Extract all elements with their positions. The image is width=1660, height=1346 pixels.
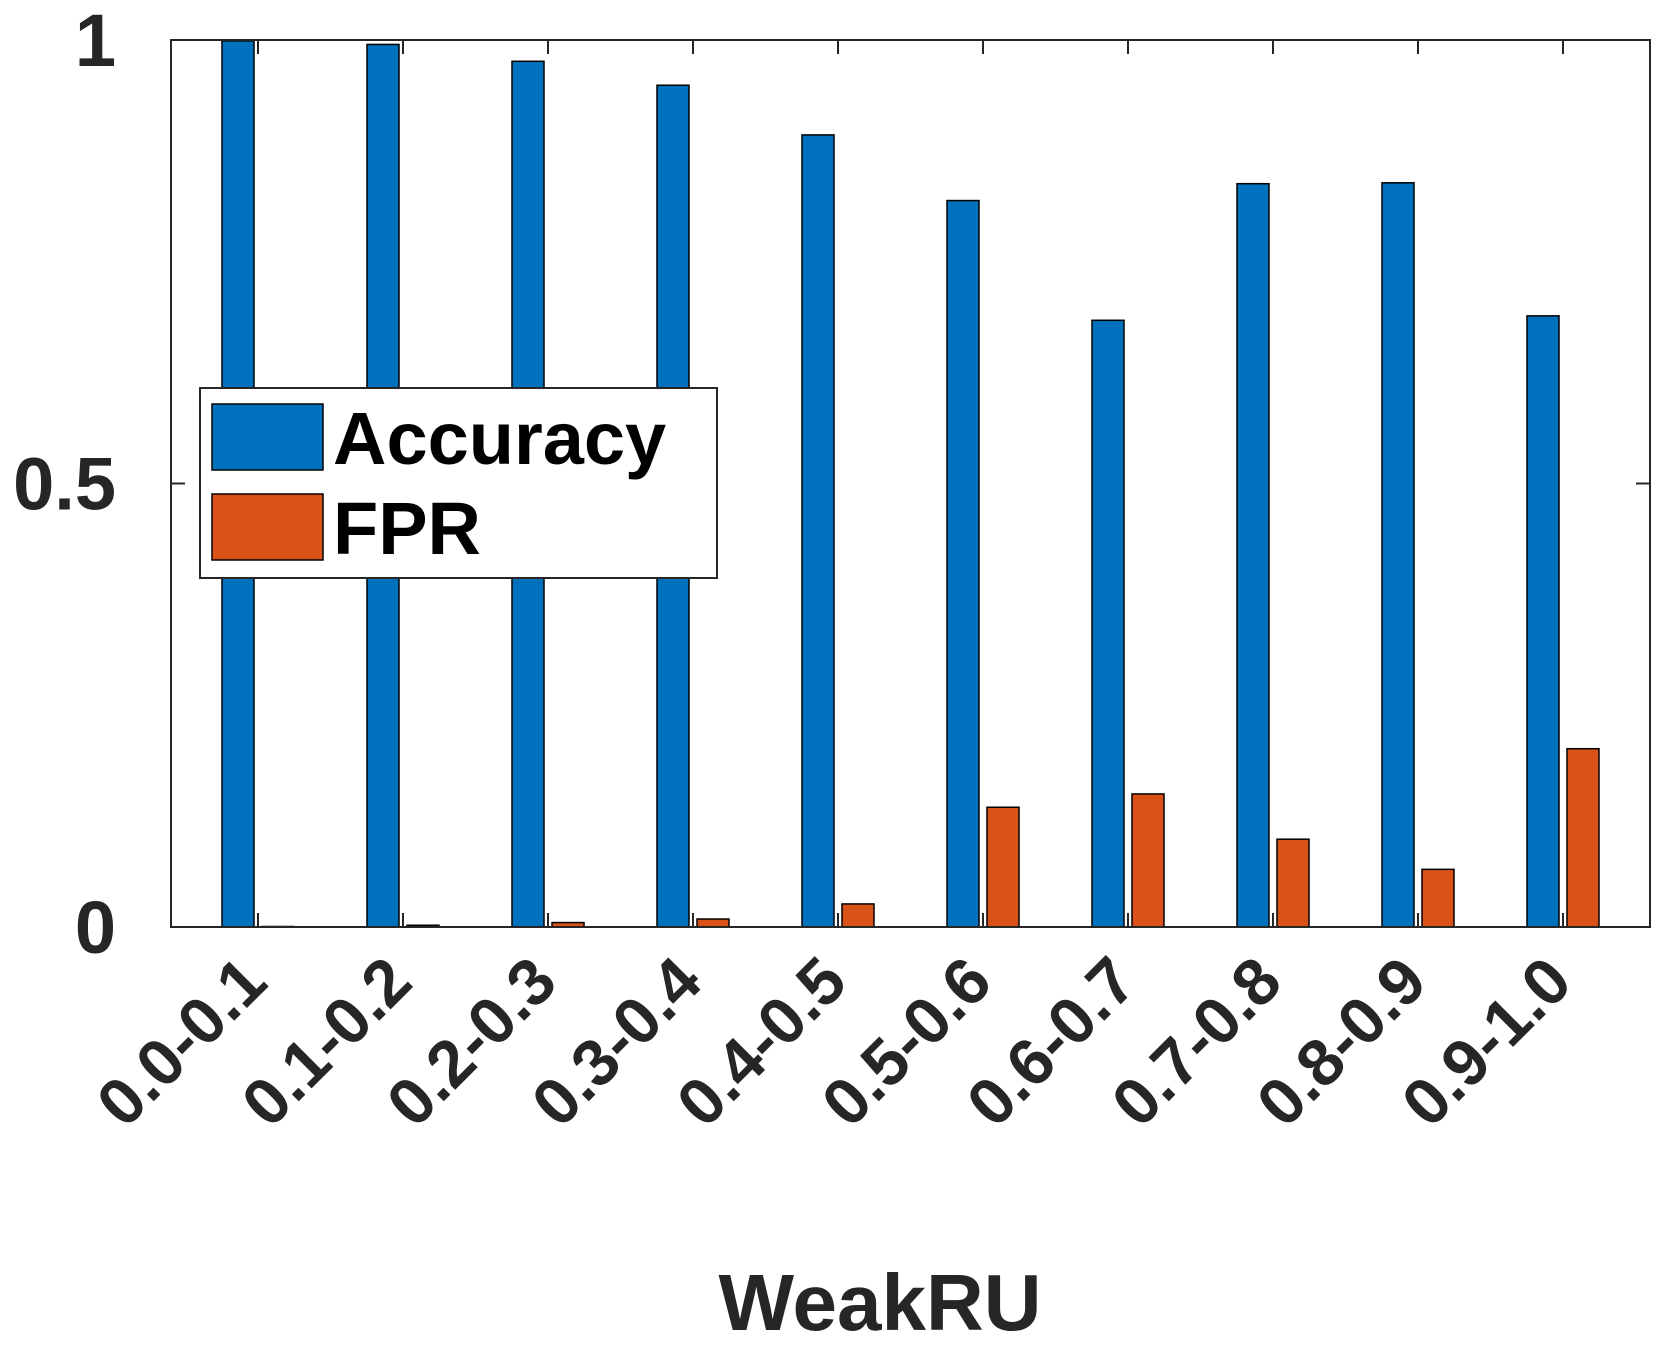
bar-accuracy-0.5-0.6 bbox=[946, 199, 980, 928]
bar-accuracy-0.8-0.9 bbox=[1381, 182, 1415, 928]
bar-fpr-0.3-0.4 bbox=[696, 918, 730, 928]
legend-swatch-accuracy bbox=[211, 403, 324, 471]
y-tick-label: 1 bbox=[75, 0, 116, 82]
legend-label-accuracy: Accuracy bbox=[333, 397, 666, 480]
bar-accuracy-0.6-0.7 bbox=[1091, 319, 1125, 928]
bar-fpr-0.8-0.9 bbox=[1421, 868, 1455, 928]
bar-fpr-0.4-0.5 bbox=[841, 903, 875, 928]
bar-accuracy-0.7-0.8 bbox=[1236, 182, 1270, 928]
x-axis-title: WeakRU bbox=[718, 1258, 1041, 1346]
y-axis-tick-labels: 00.51 bbox=[13, 0, 116, 969]
y-tick-label: 0.5 bbox=[13, 443, 116, 526]
bar-accuracy-0.9-1.0 bbox=[1526, 315, 1560, 928]
bar-fpr-0.5-0.6 bbox=[986, 806, 1020, 928]
bar-fpr-0.6-0.7 bbox=[1131, 793, 1165, 928]
bar-accuracy-0.4-0.5 bbox=[801, 134, 835, 928]
x-axis-tick-labels: 0.0-0.10.1-0.20.2-0.30.3-0.40.4-0.50.5-0… bbox=[82, 942, 1585, 1140]
legend-label-fpr: FPR bbox=[333, 487, 481, 570]
axis-ticks bbox=[171, 39, 1650, 928]
legend-swatch-fpr bbox=[211, 493, 324, 561]
bar-fpr-0.9-1.0 bbox=[1566, 747, 1600, 928]
bar-fpr-0.7-0.8 bbox=[1276, 838, 1310, 928]
y-tick-label: 0 bbox=[75, 886, 116, 969]
